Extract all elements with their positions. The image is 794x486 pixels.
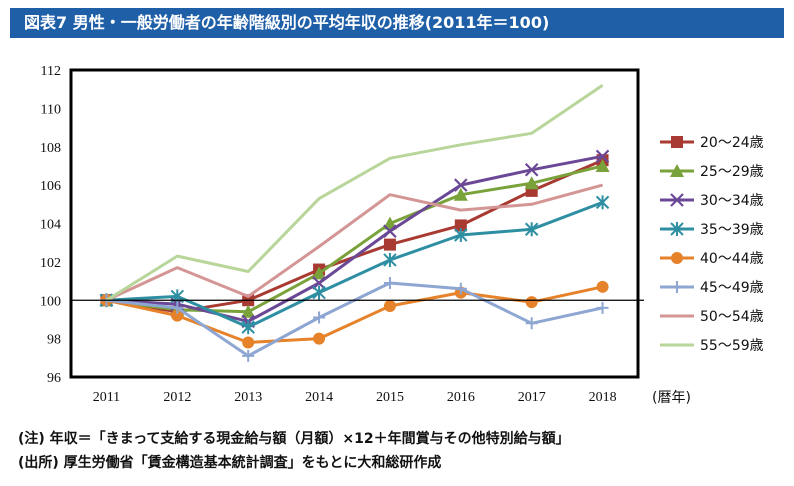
data-point	[595, 195, 610, 210]
legend-marker	[670, 164, 684, 177]
data-point	[524, 176, 539, 190]
plot-frame	[69, 68, 640, 379]
x-tick-label: 2012	[163, 390, 191, 405]
footnote-definition: (注) 年収＝「きまって支給する現金給与額（月額）×12＋年間賞与その他特別給与…	[18, 431, 570, 447]
line-chart: 96 98 100 102 104 106 108 110 112 2011 2012 2013 201…	[40, 64, 764, 406]
legend-label: 25～29歳	[700, 164, 764, 180]
y-tick-label: 106	[40, 179, 61, 194]
x-tick-label: 2013	[234, 390, 262, 405]
data-point	[312, 276, 326, 290]
data-point	[383, 224, 397, 238]
x-tick-label: 2011	[93, 390, 120, 405]
x-tick-label: 2014	[305, 390, 333, 405]
data-point	[171, 309, 184, 322]
series-line	[105, 84, 604, 302]
data-point	[383, 300, 396, 313]
data-point	[524, 222, 539, 237]
legend-marker	[671, 252, 683, 264]
chart-title: 図表7 男性・一般労働者の年齢階級別の平均年収の推移(2011年＝100)	[10, 8, 784, 38]
data-point	[242, 349, 255, 362]
y-tick-label: 112	[41, 64, 61, 79]
data-point	[596, 301, 609, 314]
y-tick-label: 104	[40, 218, 61, 233]
legend-label: 55～59歳	[700, 338, 764, 354]
legend-label: 30～34歳	[700, 193, 764, 209]
footnote-source: (出所) 厚生労働省「賃金構造基本統計調査」をもとに大和総研作成	[18, 455, 442, 471]
y-tick-label: 100	[40, 294, 61, 309]
x-tick-label: 2015	[376, 390, 404, 405]
x-tick-label: 2018	[589, 390, 617, 405]
data-point	[312, 266, 327, 280]
series-line	[106, 200, 604, 329]
data-point	[241, 304, 256, 318]
data-point	[454, 219, 467, 232]
y-tick-label: 98	[47, 333, 61, 348]
legend-marker	[670, 222, 684, 236]
legend-label: 45～49歳	[700, 280, 764, 296]
legend-marker	[671, 281, 683, 293]
legend-label: 50～54歳	[700, 309, 764, 325]
data-point	[595, 158, 610, 172]
data-point	[241, 320, 255, 335]
data-point	[313, 332, 326, 345]
data-point	[453, 187, 468, 201]
data-point	[596, 280, 609, 293]
data-point	[383, 252, 397, 267]
data-point	[312, 285, 326, 300]
data-point	[454, 178, 468, 192]
y-tick-label: 96	[47, 371, 61, 386]
data-point	[454, 228, 468, 243]
x-axis-label: (暦年)	[652, 390, 691, 406]
legend-marker	[671, 136, 683, 148]
data-point	[454, 282, 467, 295]
legend-label: 40～44歳	[700, 251, 764, 267]
y-tick-label: 110	[41, 102, 61, 117]
data-point	[525, 317, 538, 330]
data-point	[383, 276, 396, 289]
x-tick-label: 2017	[518, 390, 546, 405]
data-point	[242, 336, 255, 349]
y-tick-label: 108	[40, 141, 61, 156]
legend-label: 35～39歳	[700, 222, 764, 238]
series-line	[105, 183, 603, 302]
legend-marker	[670, 193, 684, 207]
series-line	[106, 154, 603, 323]
data-point	[525, 296, 538, 309]
legend-label: 20～24歳	[700, 135, 764, 151]
data-point	[524, 162, 539, 177]
series-line	[106, 164, 603, 314]
x-tick-label: 2016	[447, 390, 475, 405]
data-point	[171, 301, 184, 314]
y-tick-label: 102	[40, 256, 61, 271]
data-point	[595, 149, 610, 164]
data-point	[383, 238, 396, 251]
data-point	[313, 311, 326, 324]
